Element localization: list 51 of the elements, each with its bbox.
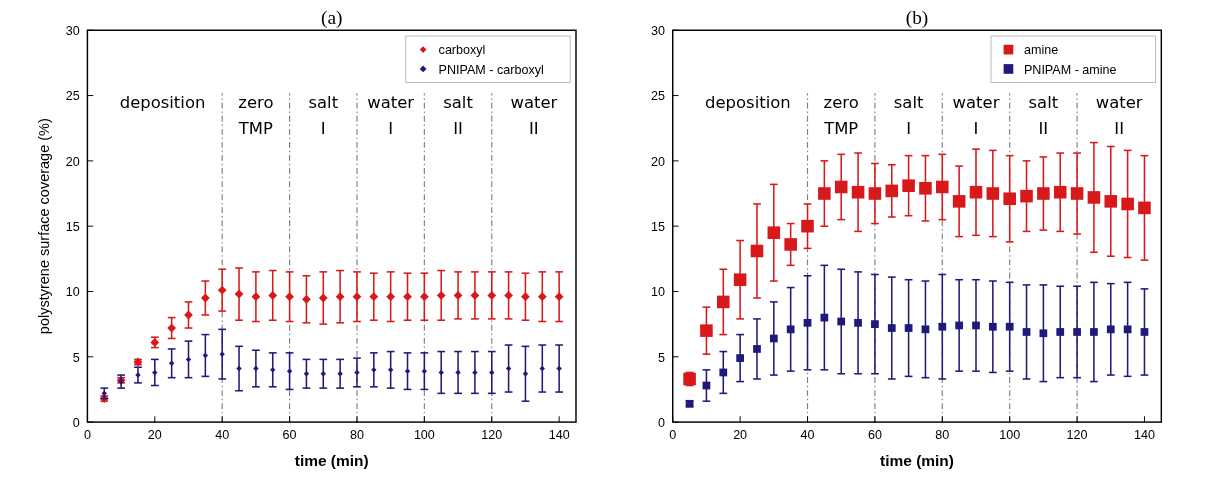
annotation: salt II [1028,92,1059,138]
x-tick-label: 20 [147,428,162,443]
y-tick-label: 5 [658,350,665,365]
y-tick-label: 20 [651,154,665,169]
x-tick-label: 0 [669,428,677,443]
x-tick-label: 80 [935,428,950,443]
y-tick-label: 5 [72,350,80,365]
x-tick-label: 140 [1133,428,1155,443]
x-tick-label: 140 [548,428,570,443]
y-tick-label: 25 [651,89,665,104]
y-axis-title: polystyrene surface coverage (%) [35,118,52,335]
y-tick-label: 25 [65,89,80,104]
legend-label: PNIPAM - amine [1023,62,1117,77]
annotation: water I [952,92,1000,138]
y-tick-label: 15 [651,220,665,234]
annotation: water II [1095,92,1143,138]
legend-label: amine [1023,43,1059,58]
annotation: zero TMP [823,92,859,138]
legend-label: PNIPAM - carboxyl [438,62,544,77]
x-tick-label: 100 [999,428,1021,443]
x-tick-label: 80 [349,428,364,443]
annotation: water I [367,92,415,138]
x-tick-label: 40 [215,428,230,443]
annotation: water II [510,92,558,138]
y-tick-label: 0 [72,415,80,430]
legend-label: carboxyl [438,43,486,58]
y-tick-label: 15 [65,220,80,234]
y-tick-label: 20 [65,154,80,169]
annotation: zero TMP [237,92,274,138]
annotation: deposition [705,92,791,112]
y-tick-label: 0 [658,415,665,430]
annotation: salt I [308,92,339,138]
x-axis-title: time (min) [294,451,369,469]
chart-title: (a) [320,7,343,30]
x-tick-label: 60 [867,428,882,443]
x-tick-label: 0 [83,428,91,443]
chart-title: (b) [905,7,929,30]
x-tick-label: 100 [413,428,435,443]
x-axis-title: time (min) [880,451,954,469]
y-tick-label: 10 [651,285,665,300]
annotation: deposition [119,92,206,112]
x-tick-label: 120 [1066,428,1088,443]
y-tick-label: 30 [651,24,665,39]
x-tick-label: 60 [282,428,297,443]
x-tick-label: 40 [800,428,815,443]
y-tick-label: 30 [65,24,80,39]
y-tick-label: 10 [65,285,80,300]
annotation: salt II [443,92,474,138]
x-tick-label: 20 [733,428,748,443]
annotation: salt I [893,92,924,138]
x-tick-label: 120 [481,428,503,443]
